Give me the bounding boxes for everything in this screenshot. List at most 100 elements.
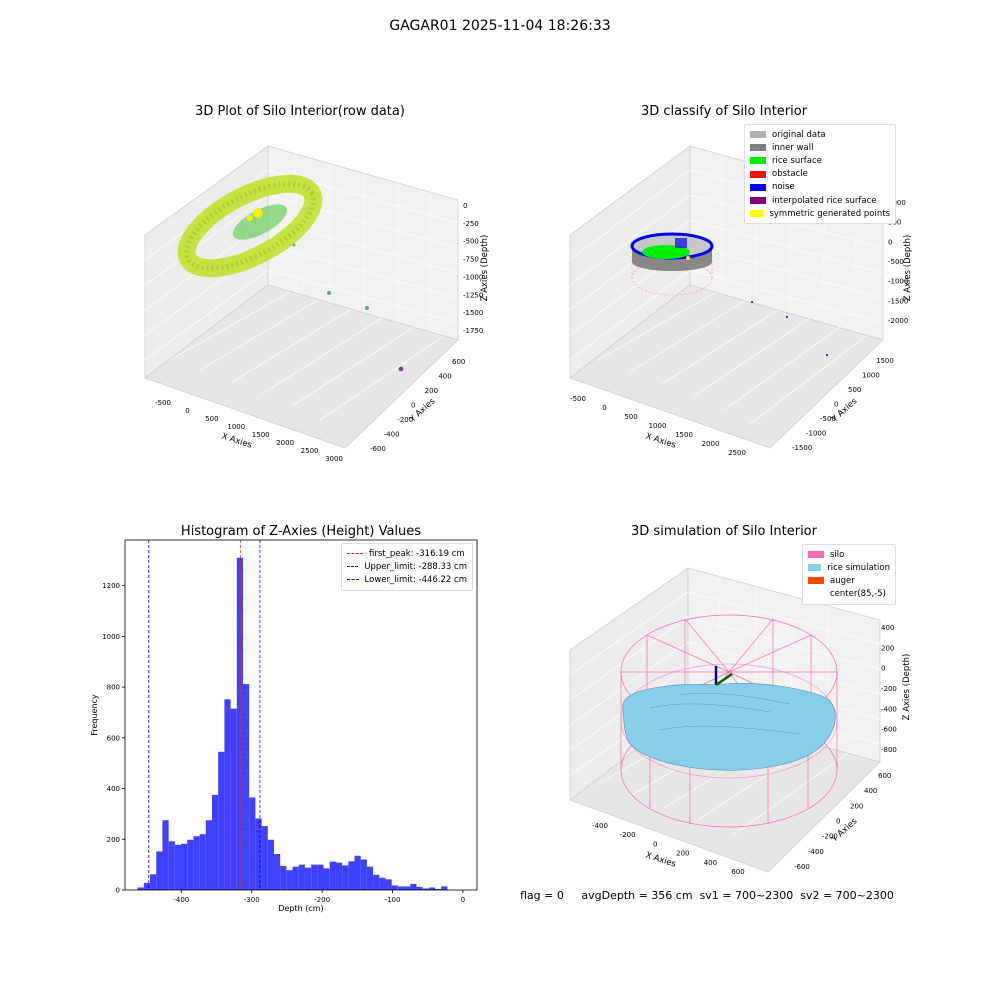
histogram-bar	[242, 684, 250, 890]
raw-y-tick: 400	[438, 373, 451, 381]
classify-y-tick: -1000	[806, 430, 826, 438]
histogram-chart[interactable]: -400 -300 -200 -100 0 020040060080010001200 …	[0, 500, 500, 930]
simulation-z-tick: -400	[881, 705, 897, 713]
sv2-status: sv2 = 700~2300	[800, 889, 894, 902]
histogram-bar	[397, 886, 405, 890]
simulation-z-ticks: 400 200 0 -200 -400 -600 -800	[881, 624, 897, 754]
raw-x-tick: 2500	[301, 447, 319, 455]
legend-label: interpolated rice surface	[772, 195, 877, 206]
histogram-y-tick: 600	[107, 734, 120, 742]
histogram-bar	[249, 797, 256, 890]
classify-z-tick: 0	[888, 238, 892, 246]
histogram-bar	[174, 844, 182, 890]
simulation-x-tick: 600	[731, 868, 744, 876]
legend-swatch	[808, 577, 824, 585]
classify-z-tick: -2000	[888, 317, 908, 325]
histogram-bar	[317, 864, 324, 890]
simulation-x-tick: -200	[620, 831, 636, 839]
raw-y-tick: 200	[425, 387, 438, 395]
legend-entry: auger	[808, 574, 890, 587]
classify-z-label: Z Axies (Depth)	[903, 235, 913, 302]
classify-x-tick: 500	[624, 413, 637, 421]
histogram-plot-frame	[124, 539, 478, 891]
classify-noise-point	[786, 316, 788, 318]
raw-z-tick: -1500	[463, 309, 483, 317]
raw-x-tick: 1000	[227, 423, 245, 431]
legend-entry: symmetric generated points	[750, 207, 890, 220]
legend-swatch	[750, 131, 766, 139]
histogram-bar	[298, 864, 305, 890]
histogram-bar	[199, 834, 206, 890]
histogram-bar	[348, 861, 355, 890]
classify-x-label: X Axies	[644, 431, 677, 450]
rice-simulation-surface	[622, 683, 836, 771]
legend-entry: rice simulation	[808, 561, 890, 574]
histogram-bar	[428, 887, 436, 890]
histogram-bar	[410, 883, 417, 890]
raw-z-ticks: 0 -250 -500 -750 -1000 -1250 -1500 -1750	[463, 202, 483, 335]
legend-swatch	[750, 197, 766, 205]
simulation-y-tick: 0	[836, 818, 840, 826]
legend-label: silo	[830, 549, 845, 560]
legend-swatch	[808, 551, 824, 559]
simulation-plot-title: 3D simulation of Silo Interior	[631, 524, 817, 539]
classify-x-ticks: -500 0 500 1000 1500 2000 2500	[570, 395, 746, 457]
raw-z-tick: 0	[463, 202, 467, 210]
simulation-legend: silo rice simulation auger center(85,-5)	[802, 544, 896, 605]
legend-swatch	[808, 564, 822, 572]
raw-y-tick: 600	[452, 358, 465, 366]
histogram-bar	[342, 865, 349, 890]
histogram-bar	[187, 839, 194, 890]
simulation-y-label: Y Axies	[829, 816, 860, 845]
simulation-z-tick: -800	[881, 746, 897, 754]
classify-z-tick: -1500	[888, 297, 908, 305]
simulation-x-tick: 200	[676, 850, 689, 858]
legend-swatch	[750, 170, 766, 178]
histogram-bar	[168, 841, 175, 890]
simulation-z-tick: 400	[881, 624, 894, 632]
histogram-bar	[404, 886, 411, 890]
legend-entry: first_peak: -316.19 cm	[347, 547, 467, 560]
histogram-y-tick: 1200	[102, 582, 120, 590]
simulation-z-tick: 0	[881, 665, 885, 673]
classify-x-tick: -500	[570, 395, 586, 403]
classify-x-tick: 2000	[702, 440, 720, 448]
histogram-bar	[385, 879, 392, 890]
raw-x-tick: 1500	[252, 431, 270, 439]
legend-label: rice surface	[772, 155, 822, 166]
raw-x-label: X Axies	[220, 431, 253, 450]
avg-depth-status: avgDepth = 356 cm	[581, 889, 693, 902]
classify-x-tick: 1500	[675, 431, 693, 439]
legend-swatch	[347, 566, 359, 568]
raw-z-tick: -750	[463, 256, 479, 264]
legend-label: center(85,-5)	[830, 589, 886, 600]
histogram-bar	[230, 708, 237, 890]
histogram-bar	[441, 886, 448, 890]
histogram-bar	[280, 865, 287, 890]
histogram-title: Histogram of Z-Axies (Height) Values	[180, 524, 422, 539]
histogram-bar	[373, 874, 380, 890]
histogram-bar	[162, 820, 169, 890]
histogram-bar	[156, 851, 163, 890]
classify-noise-point	[751, 301, 753, 303]
histogram-y-ticks: 0 200 400 600 800 1000 1200	[102, 582, 125, 895]
raw-outlier-point	[327, 291, 331, 295]
legend-entry: center(85,-5)	[808, 588, 890, 601]
histogram-y-tick: 1000	[102, 633, 120, 641]
legend-entry: interpolated rice surface	[750, 194, 890, 207]
histogram-bar	[335, 862, 343, 890]
simulation-y-tick: -400	[808, 848, 824, 856]
histogram-bar	[212, 794, 219, 890]
histogram-bar	[391, 885, 398, 890]
histogram-bar	[137, 887, 144, 890]
histogram-y-label: Frequency	[90, 694, 99, 736]
legend-swatch	[347, 553, 363, 555]
histogram-x-tick: -200	[314, 896, 330, 904]
legend-label: Upper_limit: -288.33 cm	[364, 561, 467, 572]
simulation-y-tick: -600	[794, 863, 810, 871]
histogram-bar	[379, 877, 386, 890]
